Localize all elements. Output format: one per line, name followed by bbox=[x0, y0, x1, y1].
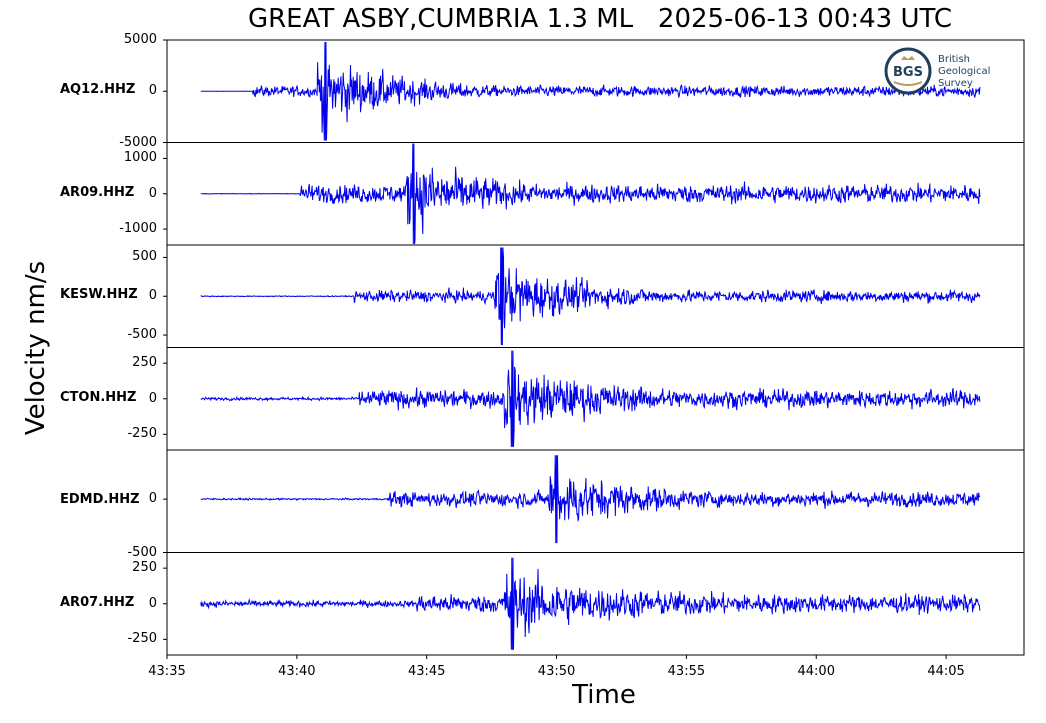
y-tick-label: -5000 bbox=[119, 134, 157, 150]
y-tick-label: 500 bbox=[132, 249, 157, 265]
y-tick-label: -250 bbox=[127, 426, 157, 442]
y-tick-label: -500 bbox=[127, 327, 157, 343]
x-tick-label: 43:45 bbox=[407, 664, 446, 679]
x-tick-label: 43:55 bbox=[667, 664, 706, 679]
logo-line2: Geological bbox=[938, 66, 990, 77]
station-label: AR09.HHZ bbox=[60, 184, 135, 200]
y-tick-label: 0 bbox=[148, 185, 157, 201]
x-axis-label: Time bbox=[572, 680, 636, 710]
trace-aq12-hhz bbox=[200, 41, 981, 141]
y-tick-label: 250 bbox=[132, 355, 157, 371]
x-tick-label: 44:00 bbox=[797, 664, 835, 679]
y-tick-label: 0 bbox=[148, 83, 157, 99]
y-tick-label: 250 bbox=[132, 560, 157, 576]
y-tick-label: 0 bbox=[148, 390, 157, 406]
logo-line3: Survey bbox=[938, 78, 973, 89]
trace-edmd-hhz bbox=[200, 455, 981, 544]
station-label: CTON.HHZ bbox=[60, 389, 137, 405]
y-tick-label: 5000 bbox=[123, 32, 157, 47]
y-tick-label: -1000 bbox=[119, 221, 157, 237]
y-tick-label: 0 bbox=[148, 595, 157, 611]
station-label: EDMD.HHZ bbox=[60, 492, 140, 508]
y-tick-label: -250 bbox=[127, 631, 157, 647]
x-tick-label: 43:50 bbox=[537, 664, 576, 679]
trace-ar07-hhz bbox=[200, 557, 981, 650]
x-tick-label: 43:35 bbox=[148, 664, 186, 679]
bgs-logo: BGS British Geological Survey bbox=[884, 47, 990, 95]
y-tick-label: -500 bbox=[127, 544, 157, 560]
station-label: AQ12.HHZ bbox=[60, 82, 136, 98]
x-tick-label: 44:05 bbox=[927, 664, 965, 679]
y-tick-label: 0 bbox=[148, 288, 157, 304]
x-tick-label: 43:40 bbox=[278, 664, 316, 679]
y-tick-label: 1000 bbox=[123, 150, 157, 166]
panel-frame bbox=[166, 449, 1025, 553]
logo-line1: British bbox=[938, 54, 970, 65]
station-label: KESW.HHZ bbox=[60, 287, 138, 303]
trace-ar09-hhz bbox=[200, 143, 981, 245]
y-tick-label: 0 bbox=[148, 491, 157, 507]
trace-cton-hhz bbox=[200, 350, 981, 447]
trace-kesw-hhz bbox=[200, 247, 981, 346]
chart-title: GREAT ASBY,CUMBRIA 1.3 ML 2025-06-13 00:… bbox=[247, 4, 953, 34]
station-label: AR07.HHZ bbox=[60, 594, 135, 610]
logo-badge: BGS bbox=[893, 65, 923, 80]
